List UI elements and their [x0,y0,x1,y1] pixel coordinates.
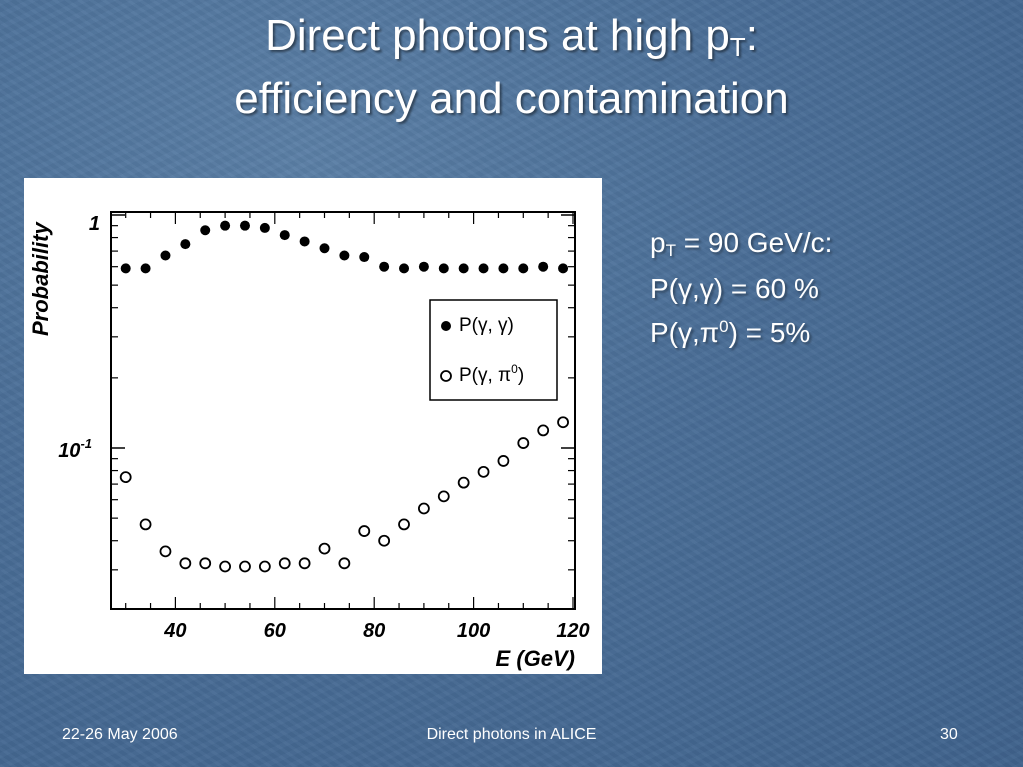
data-point-s0-14 [399,263,410,274]
data-point-s1-22 [557,416,569,429]
data-point-s1-6 [239,560,251,573]
legend-label-gamma-pi0: P(γ, π0) [459,362,524,386]
info-line-contamination: P(γ,π0) = 5% [650,317,811,348]
data-point-s1-0 [119,471,132,484]
data-point-s0-22 [558,263,569,274]
chart-panel: 40 60 80 100 120 Probability E (GeV) 1 10-1 … [24,178,602,674]
data-point-s1-19 [497,455,510,467]
footer-title: Direct photons in ALICE [426,726,597,743]
data-point-s1-9 [298,557,311,570]
y-axis-label: Probability [28,221,53,336]
data-point-s0-15 [418,261,429,272]
legend-marker-filled [441,321,451,331]
data-point-s1-16 [437,490,450,503]
x-tick-label-80: 80 [363,620,385,642]
probability-chart: 40 60 80 100 120 Probability E (GeV) 1 10-1 … [28,211,590,671]
x-tick-label-120: 120 [556,620,589,642]
data-point-s0-8 [279,230,290,241]
data-point-s1-11 [338,557,351,570]
y-tick-label-10-1: 10-1 [58,436,92,462]
data-point-s0-4 [200,225,211,236]
data-point-s1-1 [139,518,152,531]
data-point-s0-19 [498,263,509,274]
slide-title: Direct photons at high pT: efficiency an… [0,10,1023,125]
data-point-s1-8 [278,557,291,570]
data-point-s0-10 [319,243,330,254]
x-tick-label-100: 100 [457,620,490,642]
data-point-s1-15 [417,502,430,515]
data-point-s1-14 [398,518,410,531]
legend: P(γ, γ) P(γ, π0) [429,299,558,401]
data-point-s0-0 [120,263,131,274]
data-point-s1-21 [537,424,550,437]
data-point-s0-17 [458,263,469,274]
result-summary: pT = 90 GeV/c: P(γ,γ) = 60 % P(γ,π0) = 5… [650,224,832,352]
data-point-s1-2 [159,545,172,558]
data-point-s1-10 [318,542,331,555]
data-point-s1-5 [219,560,232,573]
title-line-2: efficiency and contamination [234,74,789,123]
data-point-s0-6 [239,220,250,231]
data-point-s1-17 [457,476,470,489]
x-tick-label-60: 60 [264,620,286,642]
data-point-s1-12 [358,525,371,537]
x-axis-label: E (GeV) [496,646,575,671]
data-point-s0-7 [259,222,270,233]
data-point-s1-4 [199,557,212,570]
title-line-1: Direct photons at high pT: [265,11,758,62]
info-line-pt: pT = 90 GeV/c: [650,227,833,260]
data-point-s0-16 [438,263,449,274]
legend-label-gamma-gamma: P(γ, γ) [459,315,514,336]
footer-page-number: 30 [940,726,958,743]
y-tick-label-1: 1 [89,213,100,235]
footer-date: 22-26 May 2006 [62,726,178,743]
data-point-s0-20 [518,263,529,274]
data-point-s1-3 [179,557,192,570]
data-point-s0-5 [220,220,231,231]
x-tick-label-40: 40 [163,620,186,642]
data-point-s0-11 [339,250,350,261]
legend-box [429,299,558,401]
data-point-s0-21 [538,261,549,272]
data-point-s0-3 [180,239,191,250]
data-point-s1-13 [378,534,391,547]
data-point-s1-18 [477,465,490,478]
data-point-s0-12 [359,252,370,263]
data-point-s0-2 [160,250,171,261]
info-line-efficiency: P(γ,γ) = 60 % [650,273,819,304]
data-point-s1-7 [258,560,271,573]
data-point-s0-1 [140,263,151,274]
data-point-s0-18 [478,263,489,274]
data-point-s0-13 [379,261,390,272]
data-point-s0-9 [299,236,310,247]
plot-frame [110,211,576,610]
data-point-s1-20 [517,437,530,449]
legend-marker-open [440,370,452,382]
